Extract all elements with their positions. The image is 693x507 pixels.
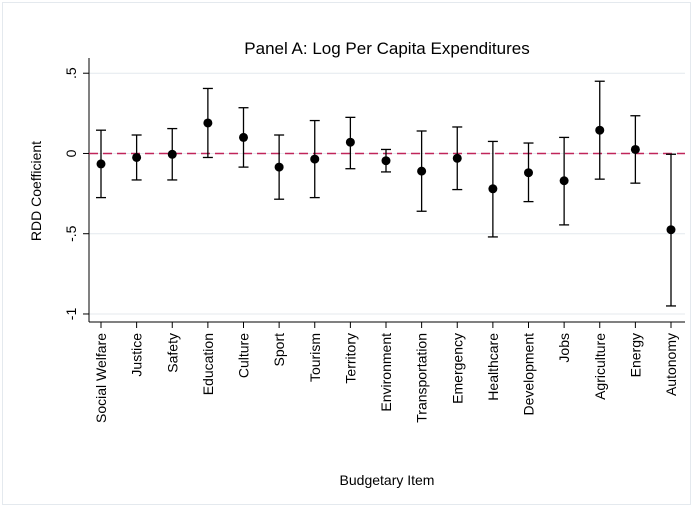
point-estimate [239,132,248,142]
y-axis-title: RDD Coefficient [28,141,44,241]
point-estimate [666,225,676,235]
x-tick-label: Safety [164,333,180,373]
point-estimate [381,156,391,166]
y-tick-labels: .5 0 -.5 -1 [63,67,79,320]
x-tick-label: Territory [342,333,358,384]
x-tick-label: Emergency [449,333,465,404]
point-estimate [452,153,462,163]
point-estimate [96,159,106,169]
x-tick-label: Environment [378,333,394,412]
x-tick-label: Healthcare [485,333,501,401]
axes [83,58,685,328]
point-estimates [96,118,676,235]
y-tick-label: 0 [63,149,79,157]
point-estimate [559,176,569,186]
y-tick-label: -.5 [63,225,79,242]
x-tick-labels: Social Welfare Justice Safety Education Cult… [93,333,679,423]
x-tick-label: Development [521,333,537,416]
x-tick-label: Agriculture [592,333,608,400]
point-estimate [310,154,320,164]
point-estimate [274,162,284,172]
x-tick-label: Jobs [556,333,572,363]
point-estimate [417,166,427,176]
y-tick-label: .5 [63,67,79,79]
chart-title: Panel A: Log Per Capita Expenditures [244,39,529,58]
point-estimate [167,149,177,159]
confidence-intervals [96,80,676,307]
x-tick-label: Education [200,333,216,395]
coefficient-chart: Panel A: Log Per Capita Expenditures RDD… [28,39,685,488]
grid-lines [89,72,685,315]
x-tick-label: Energy [627,333,643,377]
y-tick-label: -1 [63,308,79,321]
point-estimate [203,118,213,128]
x-tick-label: Autonomy [663,333,679,396]
x-tick-label: Social Welfare [93,333,109,423]
point-estimate [524,168,533,178]
point-estimate [488,184,498,194]
point-estimate [595,125,605,135]
x-tick-label: Culture [236,333,252,378]
x-tick-label: Sport [271,333,287,367]
x-axis-title: Budgetary Item [340,472,435,488]
point-estimate [132,152,142,162]
x-tick-label: Justice [129,333,145,377]
point-estimate [630,144,640,154]
point-estimate [345,137,355,147]
x-tick-label: Tourism [307,333,323,382]
x-tick-label: Transportation [414,333,430,423]
